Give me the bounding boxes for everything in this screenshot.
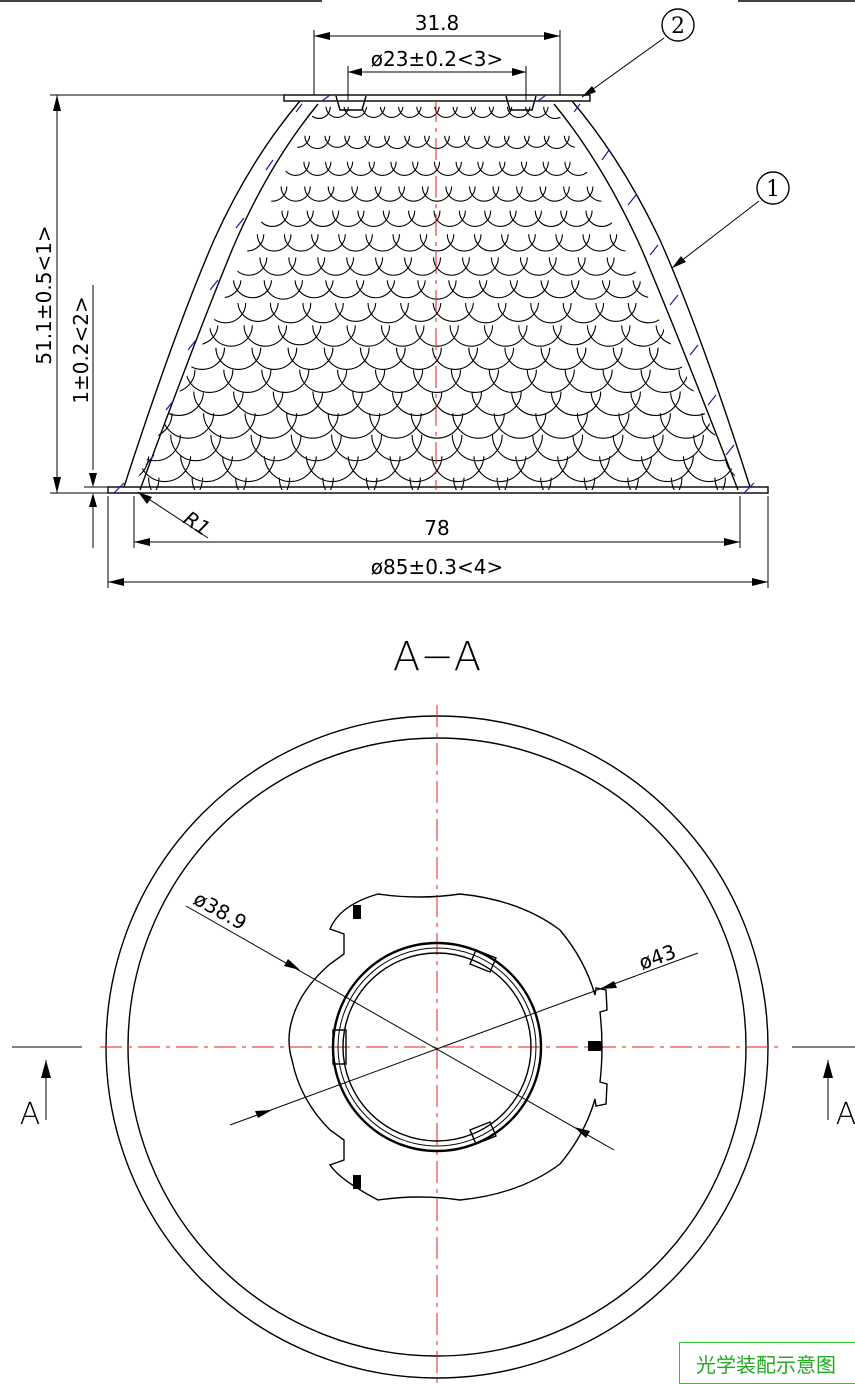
dim-bottom-inner: 78 bbox=[424, 516, 449, 540]
dim-height: 51.1±0.5<1> bbox=[32, 225, 56, 364]
section-marker-left-label: A bbox=[20, 1097, 41, 1132]
top-clip-right bbox=[505, 95, 537, 111]
dim-flange-thickness: 1±0.2<2> bbox=[69, 296, 93, 404]
assembly-note: 光学装配示意图 bbox=[679, 1342, 855, 1384]
balloon-2-label: 2 bbox=[671, 14, 685, 39]
facet-scales bbox=[132, 106, 742, 490]
notch-bottom bbox=[353, 1175, 361, 1189]
reflector-plan-view: ø38.9 ø43 A A bbox=[12, 705, 855, 1383]
wall-hatching bbox=[113, 94, 755, 494]
notch-right bbox=[588, 1041, 602, 1051]
dim-bottom-outer: ø85±0.3<4> bbox=[371, 555, 504, 579]
balloon-1-label: 1 bbox=[766, 177, 780, 202]
dim-top-width: 31.8 bbox=[415, 11, 460, 35]
mounting-plate bbox=[288, 893, 608, 1201]
outer-wall-left bbox=[123, 100, 301, 488]
inner-wall-right bbox=[553, 103, 739, 491]
reflector-section-view: 31.8 ø23±0.2<3> 51.1±0.5<1> 1±0.2<2> R1 … bbox=[32, 8, 790, 588]
balloon-2 bbox=[661, 8, 695, 42]
outer-wall-right bbox=[571, 100, 751, 488]
inner-wall-left bbox=[139, 103, 319, 491]
top-flange bbox=[283, 94, 591, 102]
dim-plan-inner: ø38.9 bbox=[190, 886, 251, 935]
balloon-1 bbox=[756, 171, 790, 205]
bottom-flange bbox=[107, 486, 769, 494]
section-marker-right: A bbox=[792, 1046, 855, 1132]
optic-inner-ring bbox=[342, 952, 532, 1142]
section-title: A−A bbox=[393, 634, 481, 680]
notch-top bbox=[353, 905, 361, 919]
optic-mid-ring bbox=[337, 947, 537, 1147]
ring-tabs bbox=[332, 949, 497, 1145]
faceted-reflector-surface bbox=[132, 106, 742, 490]
section-marker-left: A bbox=[12, 1046, 82, 1132]
top-clip-left bbox=[335, 95, 367, 111]
dim-plan-outer: ø43 bbox=[636, 939, 680, 974]
dim-fillet-radius: R1 bbox=[179, 506, 214, 541]
dim-top-diameter: ø23±0.2<3> bbox=[371, 47, 504, 71]
section-marker-right-label: A bbox=[836, 1097, 855, 1132]
